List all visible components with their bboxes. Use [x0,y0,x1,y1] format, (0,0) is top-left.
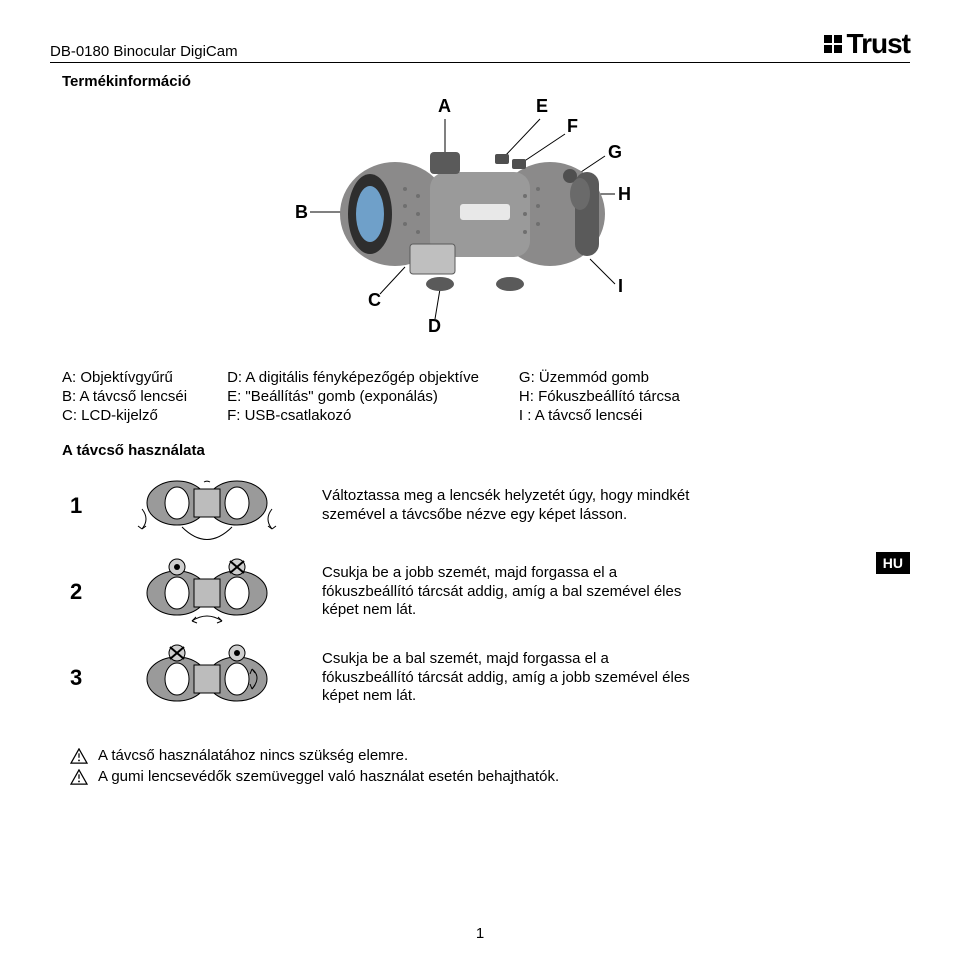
warning-icon [70,769,88,785]
document-header: DB-0180 Binocular DigiCam Trust [50,28,910,63]
diagram-label-i: I [618,276,623,297]
diagram-label-h: H [618,184,631,205]
legend-h: H: Fókuszbeállító tárcsa [519,388,680,405]
step-3-icon [122,639,292,717]
diagram-label-b: B [295,202,308,223]
step-text: Csukja be a bal szemét, majd forgassa el… [322,650,692,706]
step-2-icon [122,553,292,631]
legend-f: F: USB-csatlakozó [227,407,479,424]
page-number: 1 [476,925,484,942]
note-row: A gumi lencsevédők szemüveggel való hasz… [70,768,910,785]
step-text: Változtassa meg a lencsék helyzetét úgy,… [322,487,692,525]
product-title: DB-0180 Binocular DigiCam [50,43,238,60]
brand-logo: Trust [823,28,910,60]
diagram-label-f: F [567,116,578,137]
brand-squares-icon [823,34,843,54]
diagram-label-a: A [438,96,451,117]
legend-col-1: A: Objektívgyűrű B: A távcső lencséi C: … [62,369,187,424]
legend-col-2: D: A digitális fényképezőgép objektíve E… [227,369,479,424]
legend-g: G: Üzemmód gomb [519,369,680,386]
step-number: 2 [70,579,92,605]
legend-d: D: A digitális fényképezőgép objektíve [227,369,479,386]
step-text: Csukja be a jobb szemét, majd forgassa e… [322,564,692,620]
brand-text: Trust [847,28,910,60]
note-text: A távcső használatához nincs szükség ele… [98,747,408,764]
product-diagram: A B C D E F G H I [180,94,780,354]
legend-i: I : A távcső lencséi [519,407,680,424]
diagram-label-g: G [608,142,622,163]
note-row: A távcső használatához nincs szükség ele… [70,747,910,764]
legend-e: E: "Beállítás" gomb (exponálás) [227,388,479,405]
note-text: A gumi lencsevédők szemüveggel való hasz… [98,768,559,785]
section-title: Termékinformáció [62,73,910,90]
step-number: 3 [70,665,92,691]
warning-icon [70,748,88,764]
diagram-label-d: D [428,316,441,337]
diagram-label-c: C [368,290,381,311]
usage-step: 2 Csukja be a jobb szemét, majd forgassa… [70,553,910,631]
step-number: 1 [70,493,92,519]
usage-step: 1 Változtassa meg a lencsék helyzetét úg… [70,467,910,545]
binoculars-diagram-icon [180,94,780,354]
legend-col-3: G: Üzemmód gomb H: Fókuszbeállító tárcsa… [519,369,680,424]
legend-c: C: LCD-kijelző [62,407,187,424]
legend-b: B: A távcső lencséi [62,388,187,405]
language-badge: HU [876,552,910,574]
usage-title: A távcső használata [62,442,910,459]
diagram-label-e: E [536,96,548,117]
usage-step: 3 Csukja be a bal szemét, majd forgassa … [70,639,910,717]
legend-a: A: Objektívgyűrű [62,369,187,386]
legend: A: Objektívgyűrű B: A távcső lencséi C: … [62,369,910,424]
step-1-icon [122,467,292,545]
